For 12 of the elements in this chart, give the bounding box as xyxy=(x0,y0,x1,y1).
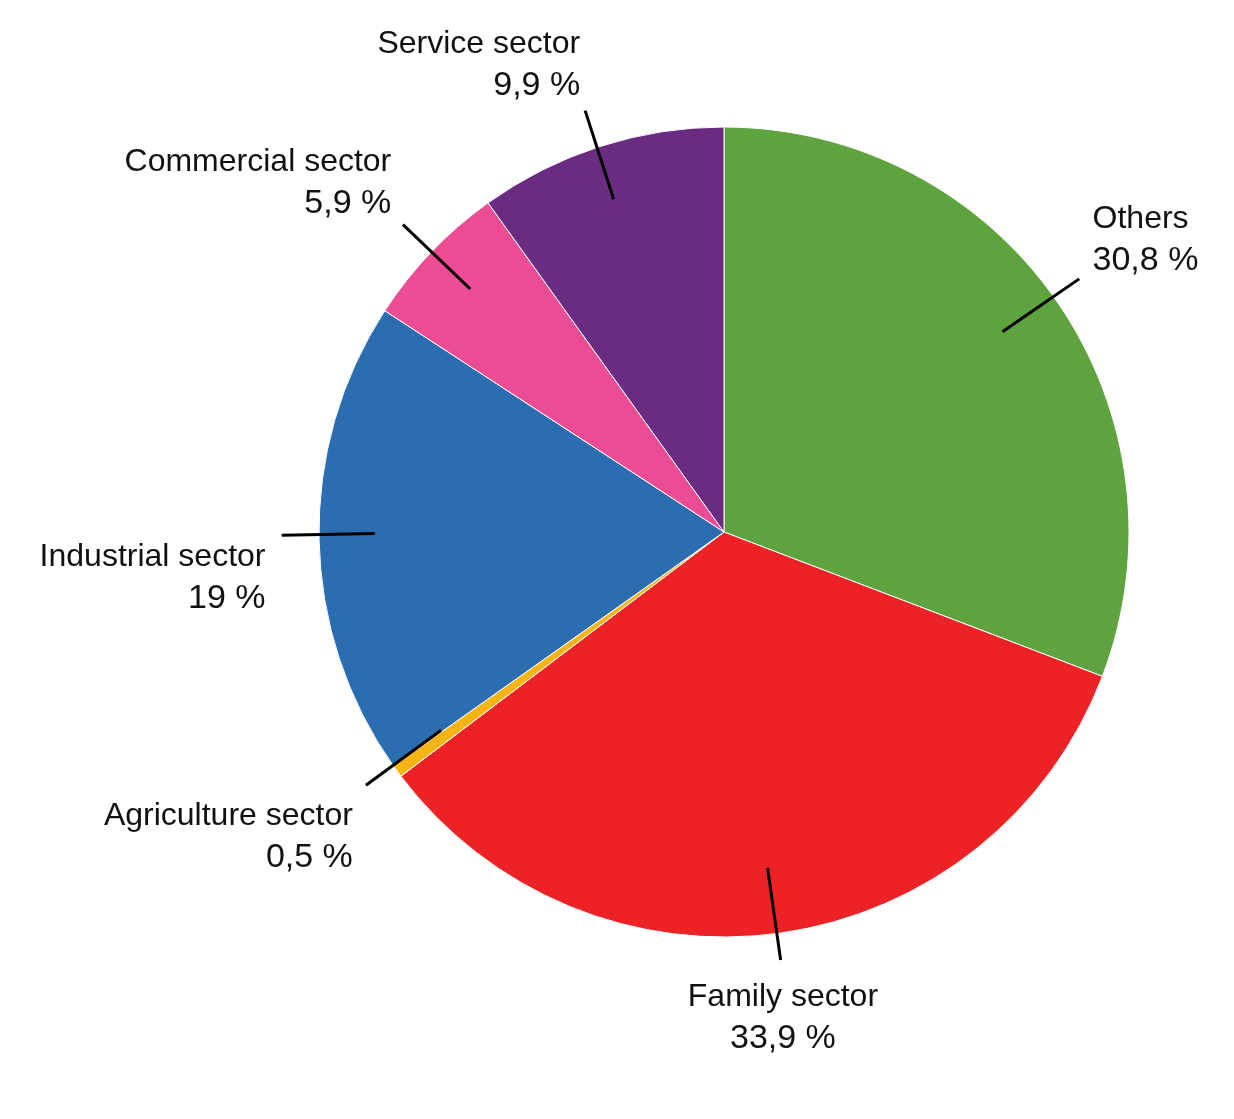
data-label: 0,5 % xyxy=(265,835,353,874)
slice-label: Commercial sector xyxy=(124,142,392,179)
slice-label: Industrial sector xyxy=(39,536,266,573)
slice-label: Service sector xyxy=(377,24,581,61)
data-label: 9,9 % xyxy=(493,64,581,103)
slice-label: Agriculture sector xyxy=(103,795,354,832)
data-label: 33,9 % xyxy=(729,1017,836,1056)
data-label: 19 % xyxy=(187,576,266,615)
slice-label: Others xyxy=(1092,198,1189,235)
slice-label: Family sector xyxy=(687,977,879,1014)
data-label: 5,9 % xyxy=(304,182,392,221)
data-label: 30,8 % xyxy=(1092,238,1199,277)
